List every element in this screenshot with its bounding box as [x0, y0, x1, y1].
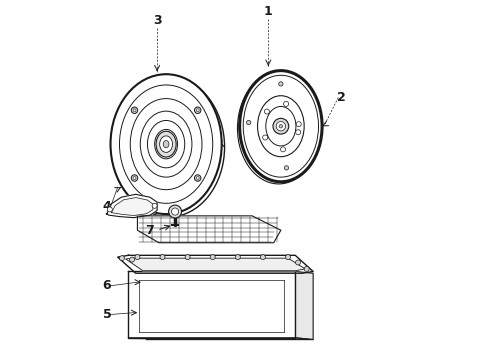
Ellipse shape: [160, 136, 172, 152]
Circle shape: [172, 208, 179, 215]
Circle shape: [279, 125, 283, 128]
Text: 1: 1: [264, 5, 272, 18]
Circle shape: [263, 135, 268, 140]
Circle shape: [169, 205, 181, 218]
Circle shape: [246, 120, 251, 125]
Text: 3: 3: [153, 14, 161, 27]
Circle shape: [185, 255, 190, 260]
Circle shape: [195, 175, 201, 181]
Circle shape: [296, 122, 301, 127]
Circle shape: [131, 107, 138, 113]
Polygon shape: [128, 271, 295, 338]
Ellipse shape: [156, 131, 176, 157]
Circle shape: [284, 102, 289, 107]
Circle shape: [107, 207, 112, 212]
Ellipse shape: [147, 121, 185, 168]
Text: 7: 7: [146, 224, 154, 237]
Circle shape: [295, 260, 300, 265]
Circle shape: [284, 166, 289, 170]
Text: 4: 4: [102, 201, 111, 213]
Circle shape: [210, 255, 215, 260]
Ellipse shape: [238, 73, 320, 184]
Circle shape: [196, 177, 199, 179]
Circle shape: [120, 256, 124, 261]
Circle shape: [195, 107, 201, 113]
Circle shape: [196, 109, 199, 112]
Circle shape: [279, 82, 283, 86]
Polygon shape: [112, 198, 153, 216]
Circle shape: [129, 257, 135, 262]
Circle shape: [152, 203, 157, 208]
Circle shape: [281, 147, 286, 152]
Polygon shape: [125, 258, 305, 271]
Ellipse shape: [266, 107, 296, 146]
Circle shape: [133, 177, 136, 179]
Circle shape: [235, 255, 240, 260]
Circle shape: [295, 130, 301, 135]
Ellipse shape: [258, 96, 304, 157]
Text: 2: 2: [338, 91, 346, 104]
Ellipse shape: [130, 99, 202, 190]
Circle shape: [131, 175, 138, 181]
Text: 5: 5: [102, 308, 111, 321]
Circle shape: [135, 255, 140, 260]
Polygon shape: [106, 194, 157, 218]
Circle shape: [133, 109, 136, 112]
Ellipse shape: [140, 111, 192, 177]
Circle shape: [265, 109, 270, 114]
Circle shape: [276, 122, 286, 131]
Ellipse shape: [163, 140, 169, 148]
Polygon shape: [118, 255, 313, 273]
Ellipse shape: [113, 77, 224, 217]
Polygon shape: [128, 338, 313, 339]
Circle shape: [260, 255, 266, 260]
Ellipse shape: [243, 75, 318, 177]
Circle shape: [304, 266, 309, 271]
Polygon shape: [137, 216, 281, 243]
Ellipse shape: [240, 71, 322, 182]
Circle shape: [273, 118, 289, 134]
Polygon shape: [295, 271, 313, 339]
Ellipse shape: [111, 74, 221, 214]
Circle shape: [160, 255, 165, 260]
Text: 6: 6: [102, 279, 111, 292]
Ellipse shape: [120, 85, 213, 203]
Ellipse shape: [155, 130, 177, 159]
Circle shape: [286, 255, 291, 260]
